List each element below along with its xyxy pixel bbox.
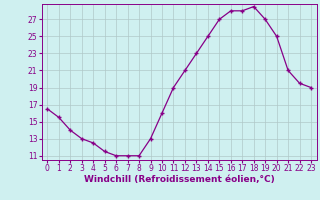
X-axis label: Windchill (Refroidissement éolien,°C): Windchill (Refroidissement éolien,°C) xyxy=(84,175,275,184)
